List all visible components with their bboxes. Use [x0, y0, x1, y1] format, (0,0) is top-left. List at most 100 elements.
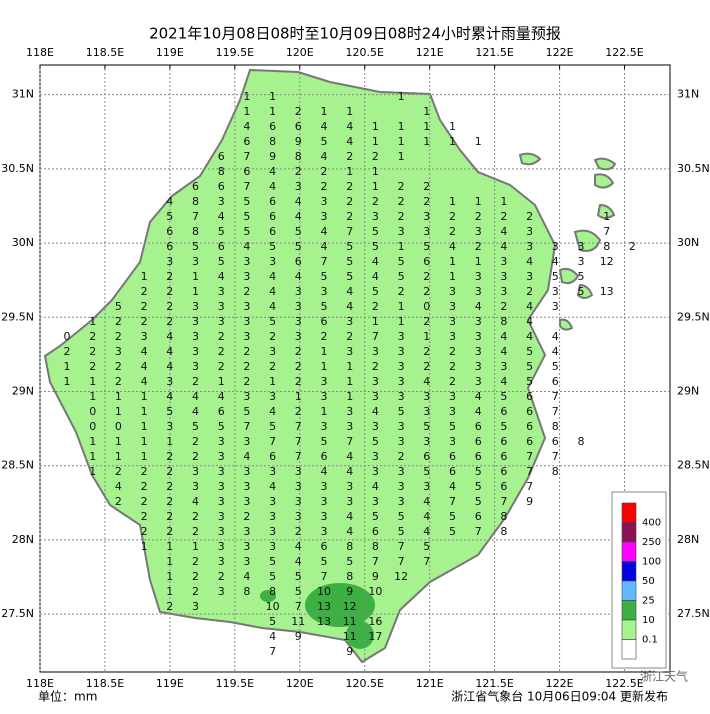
rain-value: 7 [526, 450, 533, 463]
rain-value: 3 [475, 375, 482, 388]
rain-value: 4 [552, 345, 559, 358]
rain-value: 4 [346, 525, 353, 538]
rain-value: 5 [526, 345, 533, 358]
rain-value: 3 [321, 390, 328, 403]
rain-value: 3 [372, 465, 379, 478]
rain-value: 4 [500, 330, 507, 343]
rain-value: 5 [269, 240, 276, 253]
rain-value: 5 [321, 135, 328, 148]
rain-value: 1 [372, 135, 379, 148]
legend-label: 50 [642, 576, 655, 587]
rain-value: 2 [423, 360, 430, 373]
rain-value: 6 [218, 405, 225, 418]
rain-value: 3 [346, 480, 353, 493]
rain-value: 6 [218, 150, 225, 163]
legend-label: 0.1 [642, 635, 658, 646]
rain-value: 2 [166, 600, 173, 613]
rain-value: 2 [449, 225, 456, 238]
frame [39, 64, 671, 673]
rain-value: 6 [295, 120, 302, 133]
rain-value: 6 [243, 135, 250, 148]
rain-value: 4 [141, 360, 148, 373]
rain-value: 5 [475, 465, 482, 478]
rain-value: 5 [115, 300, 122, 313]
rain-value: 3 [295, 300, 302, 313]
rain-value: 3 [398, 480, 405, 493]
rain-value: 3 [398, 375, 405, 388]
rain-value: 6 [243, 165, 250, 178]
rain-value: 3 [321, 210, 328, 223]
rain-value: 5 [500, 420, 507, 433]
rain-value: 3 [423, 435, 430, 448]
rain-value: 4 [423, 525, 430, 538]
rain-value: 4 [218, 210, 225, 223]
rain-value: 6 [192, 180, 199, 193]
rain-value: 4 [423, 495, 430, 508]
rain-value: 3 [372, 375, 379, 388]
rain-value: 5 [552, 360, 559, 373]
rain-value: 2 [141, 300, 148, 313]
rain-value: 9 [526, 495, 533, 508]
rain-value: 5 [218, 225, 225, 238]
rain-value: 5 [321, 270, 328, 283]
legend-label: 100 [642, 557, 661, 568]
y-tick-label: 30N [677, 236, 699, 249]
rain-value: 4 [141, 375, 148, 388]
rain-value: 2 [218, 330, 225, 343]
rain-value: 0 [89, 405, 96, 418]
rain-value: 1 [449, 135, 456, 148]
rain-value: 1 [423, 105, 430, 118]
rain-value: 2 [295, 525, 302, 538]
rain-value: 3 [166, 375, 173, 388]
rain-value: 5 [372, 510, 379, 523]
rain-value: 1 [192, 270, 199, 283]
rain-value: 7 [372, 555, 379, 568]
rain-value: 3 [192, 600, 199, 613]
rain-value: 1 [398, 240, 405, 253]
rain-value: 4 [321, 150, 328, 163]
rain-value: 3 [423, 480, 430, 493]
rain-value: 1 [166, 435, 173, 448]
rain-value: 4 [295, 555, 302, 568]
rain-value: 6 [321, 540, 328, 553]
rain-value: 5 [321, 300, 328, 313]
rain-value: 1 [423, 135, 430, 148]
rain-value: 3 [218, 300, 225, 313]
rain-value: 2 [192, 585, 199, 598]
rain-value: 4 [166, 330, 173, 343]
rain-value: 6 [218, 240, 225, 253]
rain-value: 1 [346, 375, 353, 388]
rain-value: 1 [89, 435, 96, 448]
rain-value: 3 [475, 360, 482, 373]
legend-label: 250 [642, 537, 661, 548]
rain-value: 4 [500, 225, 507, 238]
rain-value: 2 [449, 210, 456, 223]
rain-value: 5 [269, 615, 276, 628]
rain-value: 2 [115, 315, 122, 328]
rain-value: 6 [552, 375, 559, 388]
x-tick-label: 122.5E [605, 46, 643, 59]
rain-value: 10 [266, 600, 280, 613]
rain-value: 5 [295, 570, 302, 583]
rain-value: 1 [141, 540, 148, 553]
rain-value: 2 [346, 180, 353, 193]
rain-value: 2 [166, 465, 173, 478]
y-tick-label: 31N [12, 88, 34, 101]
rain-value: 2 [192, 510, 199, 523]
rain-value: 3 [526, 240, 533, 253]
rain-value: 3 [321, 495, 328, 508]
legend-swatch [621, 541, 637, 562]
rain-value: 5 [475, 480, 482, 493]
rain-value: 7 [475, 525, 482, 538]
rain-value: 7 [346, 225, 353, 238]
rain-value: 6 [372, 525, 379, 538]
rain-value: 3 [321, 480, 328, 493]
rain-value: 2 [115, 375, 122, 388]
rain-value: 3 [372, 210, 379, 223]
rain-value: 1 [475, 135, 482, 148]
x-tick-label: 120.5E [346, 46, 384, 59]
rain-value: 2 [115, 465, 122, 478]
rain-value: 0 [89, 420, 96, 433]
legend-swatch [621, 639, 637, 660]
rain-value: 4 [500, 240, 507, 253]
